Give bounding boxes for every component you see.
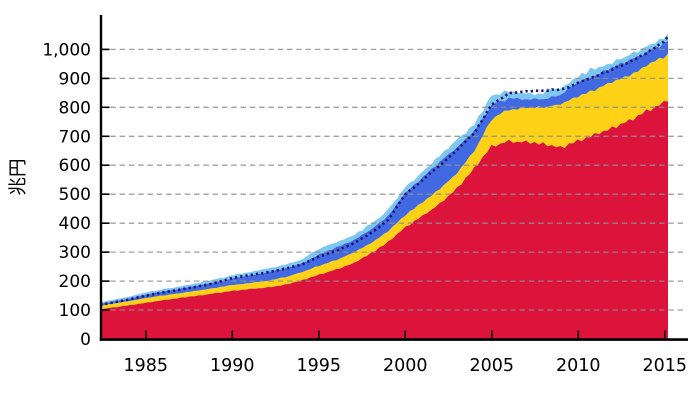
x-tick-label: 2015 — [643, 356, 688, 376]
y-tick-label: 200 — [59, 272, 91, 292]
y-tick-label: 700 — [59, 127, 91, 147]
x-tick-label: 1985 — [124, 356, 169, 376]
area-red — [100, 101, 668, 339]
y-tick-label: 300 — [59, 243, 91, 263]
x-tick-label: 1995 — [297, 356, 342, 376]
y-tick-label: 900 — [59, 69, 91, 89]
y-tick-label: 100 — [59, 301, 91, 321]
y-tick-label: 0 — [80, 330, 91, 350]
x-tick-label: 2000 — [383, 356, 428, 376]
y-tick-label: 400 — [59, 214, 91, 234]
x-tick-label: 2010 — [556, 356, 601, 376]
area-yellow — [100, 53, 668, 310]
y-axis-title: 兆円 — [8, 158, 29, 195]
y-tick-label: 600 — [59, 156, 91, 176]
x-tick-label: 1990 — [210, 356, 255, 376]
y-tick-label: 500 — [59, 185, 91, 205]
y-tick-label: 800 — [59, 98, 91, 118]
x-tick-label: 2005 — [470, 356, 515, 376]
dotted-total-line — [99, 35, 670, 307]
y-tick-label: 1,000 — [42, 40, 91, 60]
area-blue — [100, 40, 668, 307]
